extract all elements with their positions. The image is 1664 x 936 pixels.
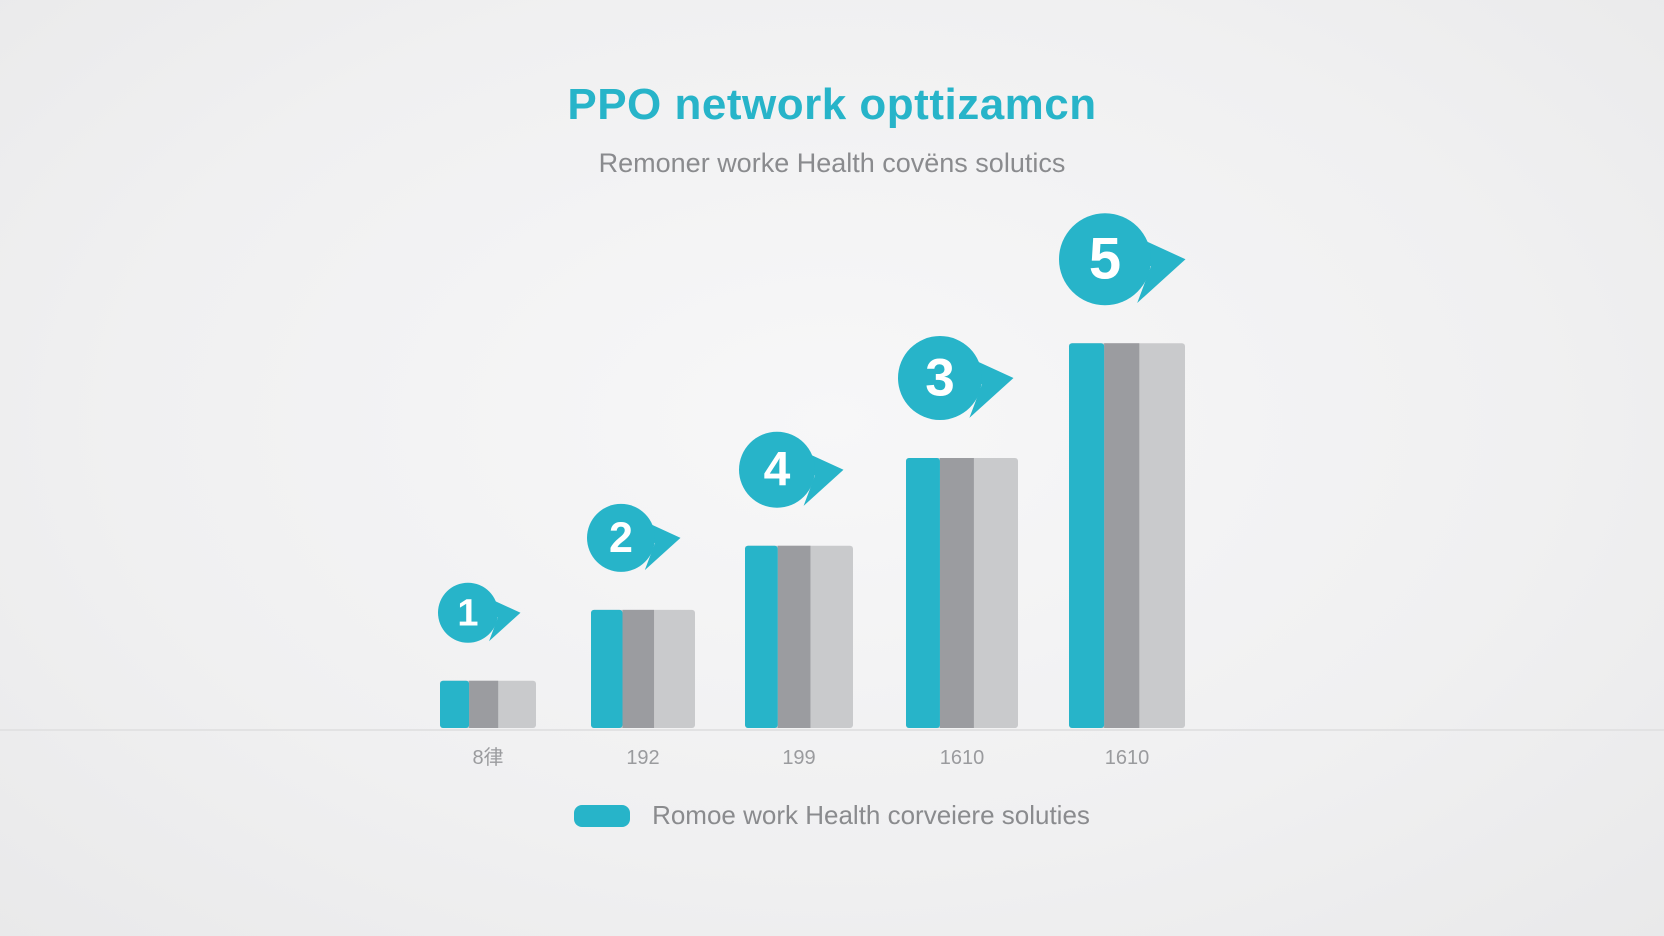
- step-badge: 2: [587, 503, 681, 572]
- bar-primary-segment: [906, 458, 940, 728]
- step-badge: 3: [898, 336, 1014, 420]
- step-number: 3: [925, 349, 954, 408]
- bar: [1069, 343, 1185, 728]
- bar-primary-segment: [440, 680, 470, 728]
- step-circle: [438, 582, 498, 643]
- legend: Romoe work Health corveiere soluties: [0, 800, 1664, 831]
- bar-mid-segment: [939, 458, 974, 728]
- step-circle: [898, 336, 982, 420]
- category-label: 1610: [1105, 747, 1150, 769]
- category-label: 192: [626, 747, 659, 769]
- chart-subtitle: Remoner worke Health covëns solutics: [598, 148, 1066, 178]
- chart-title: PPO network opttizamcn: [567, 80, 1097, 129]
- step-number: 2: [609, 514, 633, 562]
- step-circle: [739, 431, 815, 508]
- bar-primary-segment: [745, 545, 778, 728]
- bars-group: 1 8律 2 192 4 199 3 1610 5 1610: [438, 213, 1186, 769]
- bar: [440, 680, 536, 728]
- category-label: 1610: [940, 747, 985, 769]
- category-label: 199: [782, 747, 815, 769]
- bar-mid-segment: [777, 545, 811, 728]
- bar-primary-segment: [1069, 343, 1105, 728]
- bar-mid-segment: [469, 680, 499, 728]
- bar-primary-segment: [591, 609, 623, 728]
- step-number: 5: [1089, 227, 1121, 292]
- step-circle: [1059, 213, 1151, 306]
- bar: [745, 545, 853, 728]
- legend-swatch: [574, 804, 631, 827]
- step-number: 1: [457, 592, 478, 634]
- bar-mid-segment: [1104, 343, 1140, 728]
- category-label: 8律: [472, 746, 503, 769]
- bar-mid-segment: [622, 609, 655, 728]
- step-badge: 4: [739, 431, 844, 508]
- legend-label: Romoe work Health corveiere soluties: [652, 800, 1090, 830]
- step-circle: [587, 503, 655, 572]
- step-badge: 1: [438, 582, 521, 643]
- step-badge: 5: [1059, 213, 1186, 306]
- bar: [906, 458, 1018, 728]
- step-number: 4: [764, 444, 791, 497]
- bar: [591, 609, 695, 728]
